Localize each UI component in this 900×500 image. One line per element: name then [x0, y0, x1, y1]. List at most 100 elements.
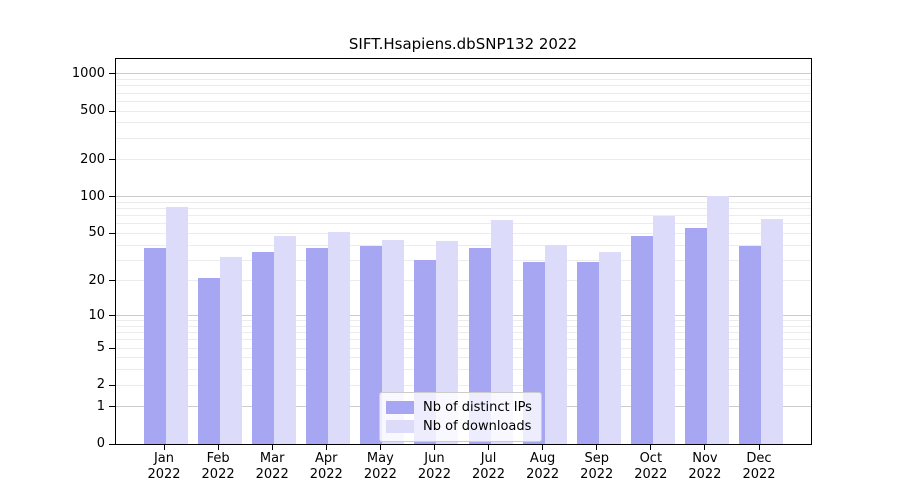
y-tick-label-500: 500	[80, 103, 105, 119]
bar-downloads-mar	[274, 235, 297, 444]
gridline-minor	[115, 384, 811, 386]
bar-downloads-apr	[328, 232, 351, 444]
x-tick-year: 2022	[742, 467, 776, 482]
x-tick-mark-jun	[433, 445, 435, 450]
x-tick-month: Jun	[424, 451, 445, 466]
x-tick-year: 2022	[363, 467, 397, 482]
y-tick-label-1000: 1000	[71, 65, 105, 81]
gridline-minor	[115, 332, 811, 334]
x-tick-mark-oct	[650, 445, 652, 450]
gridline-minor	[115, 208, 811, 210]
x-tick-mark-aug	[542, 445, 544, 450]
y-tick-mark-500	[109, 110, 115, 112]
y-tick-mark-2	[109, 384, 115, 386]
bar-downloads-sep	[598, 252, 621, 444]
x-tick-label-apr: Apr 2022	[291, 451, 361, 483]
gridline-minor	[115, 79, 811, 81]
x-tick-month: Nov	[692, 451, 718, 466]
gridline-minor	[115, 122, 811, 124]
x-tick-month: Mar	[259, 451, 285, 466]
bar-distinct-ips-dec	[739, 246, 761, 444]
x-tick-year: 2022	[147, 467, 181, 482]
legend: Nb of distinct IPs Nb of downloads	[379, 392, 542, 442]
x-tick-month: Apr	[315, 451, 338, 466]
x-tick-year: 2022	[309, 467, 343, 482]
y-tick-label-2: 2	[96, 377, 105, 393]
y-tick-label-200: 200	[80, 151, 105, 167]
gridline-minor	[115, 232, 811, 234]
gridline-minor	[115, 215, 811, 217]
gridline-minor	[115, 339, 811, 341]
gridline-major	[115, 315, 811, 317]
bar-distinct-ips-oct	[630, 235, 653, 444]
bar-downloads-dec	[761, 218, 783, 444]
x-tick-year: 2022	[634, 467, 668, 482]
plot-area	[115, 58, 811, 444]
bar-downloads-jan	[166, 207, 188, 444]
y-tick-mark-1000	[109, 73, 115, 75]
bar-distinct-ips-apr	[306, 247, 329, 444]
bar-downloads-aug	[544, 245, 567, 444]
gridline-minor	[115, 259, 811, 261]
bar-distinct-ips-jan	[144, 247, 166, 444]
x-tick-year: 2022	[417, 467, 451, 482]
y-tick-mark-100	[109, 196, 115, 198]
y-tick-label-0: 0	[96, 436, 105, 451]
gridline-minor	[115, 357, 811, 359]
y-tick-mark-10	[109, 315, 115, 317]
gridline-major	[115, 196, 811, 198]
x-tick-mark-dec	[758, 445, 760, 450]
x-tick-label-dec: Dec 2022	[724, 451, 794, 483]
x-tick-month: Feb	[206, 451, 230, 466]
gridline-minor	[115, 369, 811, 371]
x-tick-label-jul: Jul 2022	[454, 451, 524, 483]
x-tick-mark-sep	[596, 445, 598, 450]
gridline-major	[115, 73, 811, 75]
x-tick-label-feb: Feb 2022	[183, 451, 253, 483]
gridline-minor	[115, 100, 811, 102]
y-tick-label-100: 100	[80, 188, 105, 204]
gridline-minor	[115, 137, 811, 139]
x-tick-month: Aug	[529, 451, 556, 466]
y-tick-mark-20	[109, 280, 115, 282]
x-tick-year: 2022	[255, 467, 289, 482]
y-tick-mark-1	[109, 406, 115, 408]
legend-item-distinct-ips: Nb of distinct IPs	[386, 398, 532, 417]
legend-label-downloads: Nb of downloads	[423, 419, 532, 434]
x-tick-year: 2022	[471, 467, 506, 482]
x-tick-label-may: May 2022	[345, 451, 415, 483]
x-tick-label-jan: Jan 2022	[129, 451, 199, 483]
y-tick-mark-5	[109, 347, 115, 349]
x-tick-label-jun: Jun 2022	[399, 451, 469, 483]
x-tick-month: Oct	[639, 451, 663, 466]
y-tick-mark-200	[109, 159, 115, 161]
x-tick-year: 2022	[580, 467, 614, 482]
x-tick-mark-apr	[325, 445, 327, 450]
x-tick-label-sep: Sep 2022	[562, 451, 632, 483]
gridline-minor	[115, 325, 811, 327]
x-tick-month: Jan	[153, 451, 175, 466]
x-tick-mark-feb	[217, 445, 219, 450]
y-tick-label-5: 5	[96, 340, 105, 356]
bar-downloads-jul	[490, 219, 513, 444]
gridline-minor	[115, 280, 811, 282]
x-tick-label-aug: Aug 2022	[508, 451, 578, 483]
gridline-minor	[115, 159, 811, 161]
gridline-minor	[115, 201, 811, 203]
x-tick-year: 2022	[526, 467, 560, 482]
gridline-minor	[115, 92, 811, 94]
legend-label-distinct-ips: Nb of distinct IPs	[423, 400, 532, 415]
y-tick-label-50: 50	[88, 225, 105, 241]
bar-distinct-ips-sep	[576, 261, 599, 444]
x-tick-year: 2022	[201, 467, 235, 482]
x-tick-month: May	[366, 451, 394, 466]
legend-swatch-distinct-ips	[386, 401, 414, 414]
chart-title: SIFT.Hsapiens.dbSNP132 2022	[348, 35, 578, 53]
x-tick-mark-mar	[271, 445, 273, 450]
bar-distinct-ips-mar	[252, 252, 275, 444]
gridline-minor	[115, 85, 811, 87]
gridline-minor	[115, 110, 811, 112]
legend-swatch-downloads	[386, 420, 414, 433]
x-tick-label-mar: Mar 2022	[237, 451, 307, 483]
x-tick-label-oct: Oct 2022	[616, 451, 686, 483]
